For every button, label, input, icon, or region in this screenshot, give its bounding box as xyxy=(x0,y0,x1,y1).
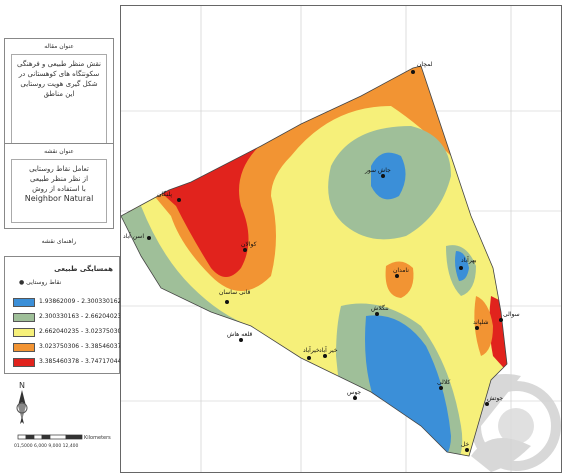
village-point: خیرآباد xyxy=(303,345,320,360)
svg-text:جوس: جوس xyxy=(347,389,361,396)
village-points: لمچان پلنگان جاش سور کوالان اسن آباد بهر… xyxy=(123,61,520,452)
north-arrow-icon: N xyxy=(16,381,28,424)
svg-text:جاش سور: جاش سور xyxy=(364,167,391,174)
svg-text:پلنگان: پلنگان xyxy=(157,190,172,198)
svg-text:کلالی: کلالی xyxy=(437,379,450,386)
svg-text:نامدان: نامدان xyxy=(393,267,409,274)
svg-text:بهرآباد: بهرآباد xyxy=(461,255,477,264)
village-point: بهرآباد xyxy=(459,255,477,270)
village-point: قانی ساسان xyxy=(219,289,251,304)
legend-swatch-2 xyxy=(13,313,35,322)
legend-range-3: 2.662040235 - 3.023750305 xyxy=(39,328,126,335)
village-point: پلنگان xyxy=(157,190,181,202)
village-point: اسن آباد xyxy=(123,231,151,240)
article-title-header: عنوان مقاله xyxy=(44,43,74,50)
legend-swatch-1 xyxy=(13,298,35,307)
map-line-2: از نظر منظر طبیعی xyxy=(29,175,89,183)
legend-header: راهنمای نقشه xyxy=(41,238,77,245)
article-line-2: سکونتگاه های کوهستانی در xyxy=(18,70,100,78)
legend-swatch-5 xyxy=(13,358,35,367)
legend-class-2: 2.300330163 - 2.662040234 xyxy=(13,312,125,324)
village-point: قلعه هاش xyxy=(227,331,252,342)
legend-class-4: 3.023750306 - 3.385460377 xyxy=(13,342,125,354)
map-title-panel: عنوان نقشه تعامل نقاط روستایی از نظر منظ… xyxy=(4,143,114,229)
map-line-3: با استفاده از روش xyxy=(32,185,86,193)
map-frame: لمچان پلنگان جاش سور کوالان اسن آباد بهر… xyxy=(120,5,562,473)
village-point: کوالان xyxy=(241,241,257,252)
legend-swatch-4 xyxy=(13,343,35,352)
article-line-1: نقش منظر طبیعی و فرهنگی xyxy=(17,60,101,68)
svg-text:خل: خل xyxy=(461,441,470,448)
scale-ticks: 01,5000 6,000 9,000 12,400 xyxy=(14,444,79,449)
svg-text:قانی ساسان: قانی ساسان xyxy=(219,289,251,296)
article-line-3: شکل گیری هویت روستایی xyxy=(20,80,98,88)
svg-text:خیرآباد: خیرآباد xyxy=(303,345,320,354)
legend-range-4: 3.023750306 - 3.385460377 xyxy=(39,343,126,350)
legend-point-row: ● نقاط روستایی xyxy=(19,279,61,286)
legend-range-1: 1.93862009 - 2.300330162 xyxy=(39,298,122,305)
map-line-1: تعامل نقاط روستایی xyxy=(29,165,89,173)
article-title-panel: عنوان مقاله نقش منظر طبیعی و فرهنگی سکون… xyxy=(4,38,114,150)
village-point: جوس xyxy=(347,389,361,400)
svg-text:اسن آباد: اسن آباد xyxy=(123,231,144,240)
legend-swatch-3 xyxy=(13,328,35,337)
scale-bar-graphic: Kilometers xyxy=(17,434,111,441)
scale-unit-label: Kilometers xyxy=(84,435,111,441)
svg-text:سوالی: سوالی xyxy=(503,311,520,318)
legend-point-label: نقاط روستایی xyxy=(26,279,62,286)
svg-text:ننگلاش: ننگلاش xyxy=(371,304,389,312)
scale-bar: Kilometers 01,5000 6,000 9,000 12,400 xyxy=(12,432,117,456)
village-point: سوالی xyxy=(499,311,520,322)
legend-range-2: 2.300330163 - 2.662040234 xyxy=(39,313,126,320)
village-point: لمچان xyxy=(411,61,433,74)
legend-class-3: 2.662040235 - 3.023750305 xyxy=(13,327,125,339)
village-point-icon: ● xyxy=(19,279,25,286)
village-point: جوتش xyxy=(485,395,503,406)
svg-text:خیر آباد: خیر آباد xyxy=(319,345,338,354)
svg-text:شلپاند: شلپاند xyxy=(473,319,488,326)
svg-text:لمچان: لمچان xyxy=(417,61,433,68)
village-point: کلالی xyxy=(437,379,450,390)
map-title-header: عنوان نقشه xyxy=(44,148,74,155)
legend-title: همسایگی طبیعی xyxy=(54,265,113,273)
svg-text:قلعه هاش: قلعه هاش xyxy=(227,331,252,338)
village-point: جاش سور xyxy=(364,167,391,178)
svg-text:کوالان: کوالان xyxy=(241,241,257,248)
map-title-box: تعامل نقاط روستایی از نظر منظر طبیعی با … xyxy=(11,159,107,223)
legend-range-5: 3.385460378 - 3.747170448 xyxy=(39,358,126,365)
village-point: خل xyxy=(461,441,470,452)
map-line-4: Neighbor Natural xyxy=(24,194,94,203)
legend-panel: همسایگی طبیعی ● نقاط روستایی 1.93862009 … xyxy=(4,256,125,374)
article-line-4: این مناطق xyxy=(43,90,75,98)
interpolation-map: لمچان پلنگان جاش سور کوالان اسن آباد بهر… xyxy=(121,6,561,472)
village-point: ننگلاش xyxy=(371,304,389,316)
village-point: خیر آباد xyxy=(319,345,338,358)
north-label: N xyxy=(19,381,25,390)
legend-class-1: 1.93862009 - 2.300330162 xyxy=(13,297,122,309)
study-area-boundary xyxy=(121,65,508,457)
village-point: نامدان xyxy=(393,267,409,278)
legend-class-5: 3.385460378 - 3.747170448 xyxy=(13,357,125,369)
svg-text:جوتش: جوتش xyxy=(487,395,503,402)
article-title-box: نقش منظر طبیعی و فرهنگی سکونتگاه های کوه… xyxy=(11,54,107,144)
village-point: شلپاند xyxy=(473,319,488,330)
